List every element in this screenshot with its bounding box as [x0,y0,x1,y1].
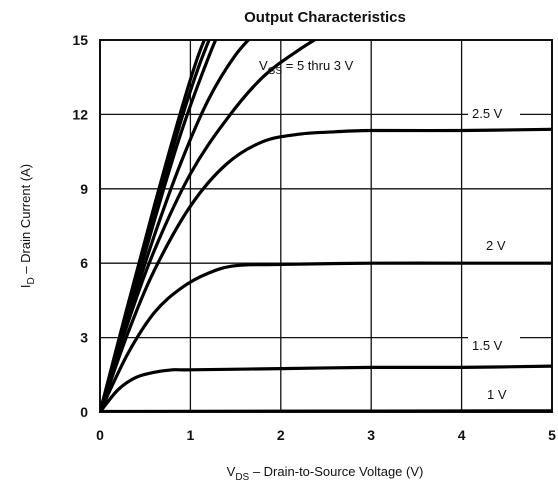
y-tick-labels: 0 3 6 9 12 15 [72,32,88,420]
annotation-bg-1-5v [468,336,520,354]
series-group [100,40,552,412]
annotation-vgs: VGS = 5 thru 3 V [259,58,354,77]
series-line-4 [100,40,318,412]
annotation-1v: 1 V [487,387,507,402]
series-line-5 [100,127,552,412]
y-tick-label: 3 [80,330,88,346]
grid [100,40,552,412]
x-tick-label: 3 [367,427,375,443]
x-tick-label: 1 [187,427,195,443]
series-line-8 [100,409,552,412]
x-axis-label: VDS – Drain-to-Source Voltage (V) [227,464,424,483]
plot-frame [99,39,553,413]
y-tick-label: 9 [80,181,88,197]
chart-title: Output Characteristics [244,9,406,26]
annotation-bg-2-5v [468,104,520,122]
y-tick-label: 15 [72,32,88,48]
x-tick-label: 2 [277,427,285,443]
x-tick-label: 4 [458,427,466,443]
series-line-7 [100,364,552,412]
series-line-6 [100,261,552,412]
y-tick-label: 0 [80,404,88,420]
x-tick-labels: 0 1 2 3 4 5 [96,427,556,443]
x-tick-label: 0 [96,427,104,443]
y-axis-label: ID – Drain Current (A) [18,164,37,288]
x-tick-label: 5 [548,427,556,443]
y-tick-label: 6 [80,255,88,271]
annotation-2-5v: 2.5 V [472,106,503,121]
annotation-1-5v: 1.5 V [472,338,503,353]
annotation-2v: 2 V [486,238,506,253]
y-tick-label: 12 [72,106,88,122]
series-line-3 [100,40,251,412]
